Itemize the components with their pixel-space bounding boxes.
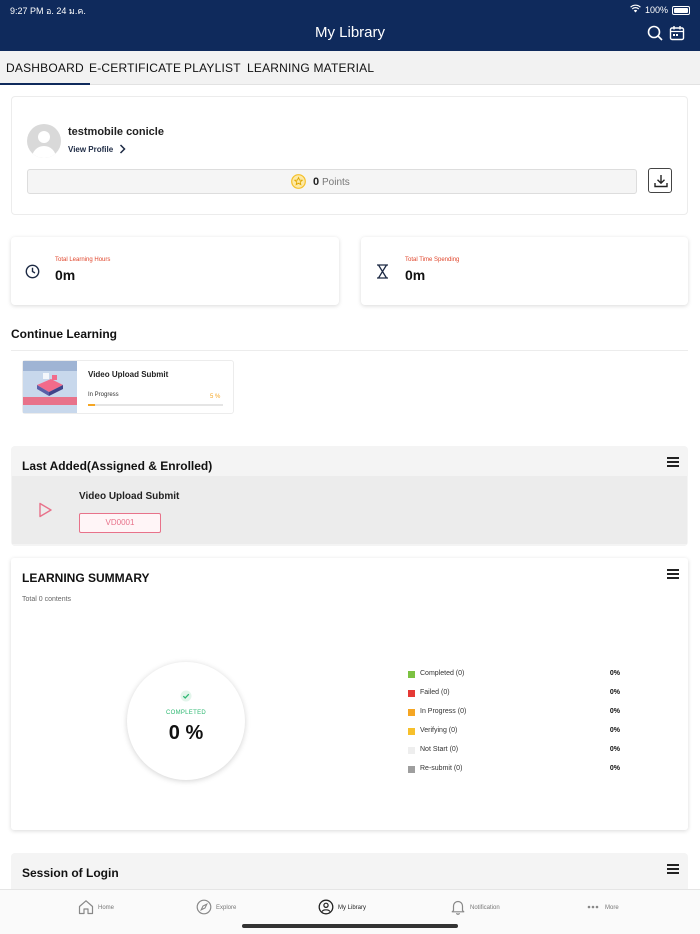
nav-label: My Library [338,905,367,911]
legend-item: Completed (0) 0% [408,669,620,681]
chevron-right-icon[interactable] [119,144,126,154]
completion-donut [127,662,245,780]
more-icon [587,905,599,909]
legend-swatch [408,766,415,773]
last-added-item[interactable] [12,476,687,544]
tab-e-certificate[interactable]: E-CERTIFICATE [89,61,182,75]
battery-icon [672,5,690,15]
download-icon [654,175,668,188]
continue-learning-title: Continue Learning [11,327,117,341]
points-label: Points [322,177,350,188]
stat-card-time-spending [361,237,688,305]
nav-label: Home [98,905,115,911]
legend-label: Failed (0) [420,689,450,696]
legend-item: Not Start (0) 0% [408,745,620,757]
app-header: 9:27 PM อ. 24 ม.ค. 100% My Library [0,0,700,51]
check-icon [180,690,192,702]
last-added-item-title: Video Upload Submit [79,491,180,502]
wifi-icon [630,4,641,16]
course-percent: 5 % [210,394,221,400]
stat-value: 0m [405,267,426,283]
legend-label: Completed (0) [420,670,465,677]
divider [11,350,688,351]
stat-label: Total Learning Hours [55,257,111,263]
download-button[interactable] [648,168,672,193]
legend-swatch [408,671,415,678]
user-name: testmobile conicle [68,126,164,138]
stat-value: 0m [55,267,76,283]
hourglass-icon [377,264,388,279]
menu-icon[interactable] [667,864,679,874]
play-icon [39,502,52,518]
legend-swatch [408,728,415,735]
completed-label: COMPLETED [165,710,207,716]
legend-label: In Progress (0) [420,708,467,715]
profile-card [11,96,688,215]
legend-percent: 0% [609,727,620,734]
tab-learning-material[interactable]: LEARNING MATERIAL [247,61,375,75]
menu-icon[interactable] [667,457,679,467]
view-profile-link[interactable]: View Profile [68,145,114,154]
stat-card-learning-hours [11,237,339,305]
legend-percent: 0% [609,670,620,677]
legend-item: Re-submit (0) 0% [408,764,620,776]
legend-item: Verifying (0) 0% [408,726,620,738]
compass-icon [196,899,212,915]
points-bar [27,169,637,194]
learning-summary-card [11,558,688,830]
clock-icon [25,264,40,279]
menu-icon[interactable] [667,569,679,579]
course-title: Video Upload Submit [88,370,169,379]
progress-track [88,404,223,406]
nav-label: Notification [470,905,500,911]
star-icon [291,174,306,189]
completed-value: 0 % [168,722,204,744]
session-title: Session of Login [22,866,119,880]
tab-dashboard[interactable]: DASHBOARD [0,51,90,85]
legend-label: Verifying (0) [420,727,458,734]
legend-percent: 0% [609,765,620,772]
total-contents: Total 0 contents [22,596,72,603]
legend-label: Not Start (0) [420,746,459,753]
nav-label: Explore [216,905,237,911]
stat-label: Total Time Spending [405,257,460,263]
legend-percent: 0% [609,746,620,753]
legend-label: Re-submit (0) [420,765,463,772]
status-time: 9:27 PM อ. 24 ม.ค. [10,6,86,16]
home-icon [78,900,94,915]
legend-swatch [408,709,415,716]
legend-percent: 0% [609,708,620,715]
nav-label: More [605,905,619,911]
search-icon[interactable] [647,25,663,41]
legend-percent: 0% [609,689,620,696]
legend-swatch [408,747,415,754]
status-indicators: 100% [630,4,690,16]
course-status: In Progress [88,392,119,398]
course-thumbnail[interactable] [23,361,77,413]
calendar-icon[interactable] [669,25,685,41]
avatar[interactable] [27,124,61,158]
home-indicator [242,924,458,928]
learning-summary-title: LEARNING SUMMARY [22,571,150,585]
course-code-badge: VD0001 [79,513,161,533]
legend-item: Failed (0) 0% [408,688,620,700]
progress-fill [88,404,95,406]
legend-swatch [408,690,415,697]
tab-playlist[interactable]: PLAYLIST [184,61,241,75]
battery-percent: 100% [644,5,668,15]
bell-icon [451,900,465,915]
legend-item: In Progress (0) 0% [408,707,620,719]
page-title: My Library [314,24,385,41]
library-icon [318,899,334,915]
tab-bar: DASHBOARD E-CERTIFICATE PLAYLIST LEARNIN… [0,51,700,85]
last-added-title: Last Added(Assigned & Enrolled) [22,459,213,473]
points-value: 0 [313,176,320,188]
